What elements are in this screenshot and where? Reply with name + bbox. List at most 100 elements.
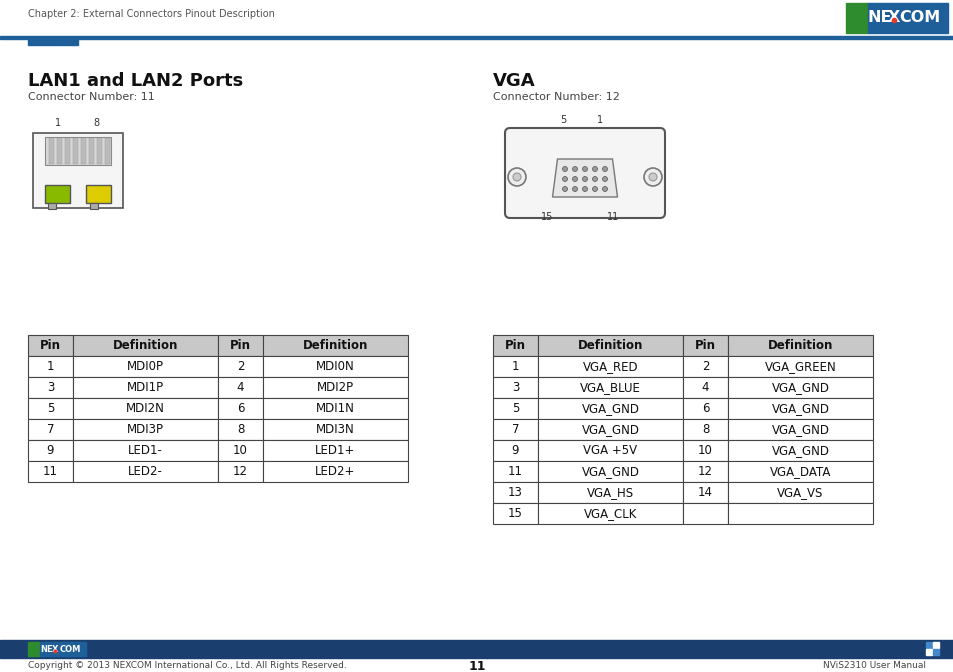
Text: X: X (51, 644, 58, 653)
Text: 3: 3 (511, 381, 518, 394)
Bar (218, 398, 263, 419)
Bar (28, 398, 73, 419)
Bar (727, 398, 872, 419)
Bar (727, 419, 872, 440)
Bar (48, 203, 56, 209)
Circle shape (513, 173, 520, 181)
Bar (28, 356, 73, 377)
Text: 9: 9 (47, 444, 54, 457)
Bar (682, 503, 727, 524)
Bar (28, 419, 73, 440)
Text: 12: 12 (698, 465, 712, 478)
Text: VGA_BLUE: VGA_BLUE (579, 381, 640, 394)
Text: VGA_GND: VGA_GND (771, 402, 828, 415)
Text: MDI1N: MDI1N (315, 402, 355, 415)
Text: 4: 4 (236, 381, 244, 394)
Bar (537, 482, 682, 503)
Circle shape (582, 167, 587, 171)
Text: LAN1 and LAN2 Ports: LAN1 and LAN2 Ports (28, 72, 243, 90)
Circle shape (648, 173, 657, 181)
Text: 5: 5 (47, 402, 54, 415)
Text: 10: 10 (233, 444, 248, 457)
Text: 11: 11 (468, 659, 485, 672)
Circle shape (572, 177, 577, 181)
Bar (218, 419, 263, 440)
Bar (28, 377, 73, 398)
Text: LED1+: LED1+ (315, 444, 355, 457)
Bar (218, 440, 263, 461)
Text: Chapter 2: External Connectors Pinout Description: Chapter 2: External Connectors Pinout De… (28, 9, 274, 19)
Text: VGA_CLK: VGA_CLK (583, 507, 637, 520)
Bar (682, 356, 727, 377)
Bar (73, 377, 218, 398)
Text: Connector Number: 12: Connector Number: 12 (493, 92, 619, 102)
Bar (867, 3, 947, 33)
Circle shape (562, 187, 567, 192)
Bar (89, 138, 94, 164)
Bar (493, 482, 537, 503)
Bar (73, 335, 218, 356)
Bar (86, 185, 111, 203)
Text: 11: 11 (43, 465, 58, 478)
Text: 15: 15 (540, 212, 553, 222)
Text: COM: COM (59, 644, 81, 653)
Bar (28, 335, 73, 356)
Text: 5: 5 (559, 115, 565, 125)
Text: Copyright © 2013 NEXCOM International Co., Ltd. All Rights Reserved.: Copyright © 2013 NEXCOM International Co… (28, 661, 346, 671)
Bar (727, 503, 872, 524)
Bar (925, 649, 931, 655)
Text: VGA_GREEN: VGA_GREEN (763, 360, 836, 373)
Bar (45, 137, 111, 165)
Bar (263, 335, 408, 356)
Bar (28, 37, 78, 45)
Bar (218, 356, 263, 377)
Text: Pin: Pin (504, 339, 525, 352)
Circle shape (643, 168, 661, 186)
Bar (40, 642, 86, 656)
Bar (73, 461, 218, 482)
Bar (493, 419, 537, 440)
Bar (57, 138, 62, 164)
Text: VGA_GND: VGA_GND (771, 423, 828, 436)
Circle shape (592, 187, 597, 192)
Text: 1: 1 (511, 360, 518, 373)
Circle shape (572, 187, 577, 192)
Bar (682, 377, 727, 398)
Text: 11: 11 (507, 465, 522, 478)
Text: 8: 8 (236, 423, 244, 436)
Bar (0, 36, 953, 39)
Text: Definition: Definition (767, 339, 832, 352)
Text: 7: 7 (511, 423, 518, 436)
Text: LED1-: LED1- (128, 444, 163, 457)
Text: VGA_DATA: VGA_DATA (769, 465, 830, 478)
Text: 6: 6 (701, 402, 708, 415)
Bar (537, 377, 682, 398)
Bar (45, 185, 70, 203)
Circle shape (602, 187, 607, 192)
Text: Connector Number: 11: Connector Number: 11 (28, 92, 154, 102)
Text: 8: 8 (701, 423, 708, 436)
Bar (537, 398, 682, 419)
Bar (682, 440, 727, 461)
Text: VGA_HS: VGA_HS (586, 486, 634, 499)
Bar (727, 482, 872, 503)
Bar (727, 440, 872, 461)
Bar (493, 377, 537, 398)
Circle shape (562, 167, 567, 171)
Bar (49, 138, 54, 164)
Text: 13: 13 (508, 486, 522, 499)
Bar (537, 356, 682, 377)
Bar (105, 138, 110, 164)
Bar (65, 138, 70, 164)
Bar (682, 461, 727, 482)
Circle shape (582, 187, 587, 192)
Text: VGA_GND: VGA_GND (771, 444, 828, 457)
Bar (537, 419, 682, 440)
Text: MDI2N: MDI2N (126, 402, 165, 415)
Bar (925, 642, 931, 648)
Circle shape (572, 167, 577, 171)
Text: Pin: Pin (230, 339, 251, 352)
Bar (73, 138, 78, 164)
Bar (493, 461, 537, 482)
Text: VGA_GND: VGA_GND (771, 381, 828, 394)
